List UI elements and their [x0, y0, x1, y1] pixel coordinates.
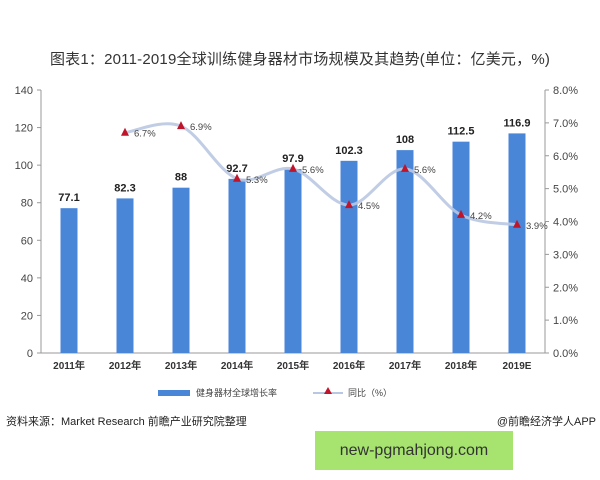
legend-bar-swatch [158, 389, 190, 396]
triangle-marker-icon [457, 209, 465, 218]
chart-title: 图表1：2011-2019全球训练健身器材市场规模及其趋势(单位：亿美元，%) [49, 51, 551, 68]
bar [116, 198, 134, 353]
legend-line-label: 同比（%） [348, 388, 393, 398]
watermark-box: new-pgmahjong.com [315, 431, 513, 470]
bar-value-label: 97.9 [282, 153, 303, 165]
yoy-value-label: 5.6% [414, 165, 436, 176]
left-tick-label: 60 [21, 235, 33, 247]
right-tick-label: 7.0% [553, 118, 578, 130]
right-tick-label: 5.0% [553, 184, 578, 196]
bar-value-label: 112.5 [448, 126, 475, 138]
yoy-value-label: 6.9% [190, 122, 212, 133]
left-tick-label: 40 [21, 273, 33, 285]
bar [508, 133, 526, 353]
triangle-marker-icon [345, 200, 353, 209]
bar [396, 150, 414, 353]
left-tick-label: 140 [15, 85, 33, 97]
left-tick-label: 20 [21, 310, 33, 322]
triangle-marker-icon [513, 219, 521, 228]
source-note: 资料来源：Market Research 前瞻产业研究院整理 [6, 416, 247, 428]
category-label: 2013年 [165, 359, 197, 372]
triangle-marker-icon [401, 163, 409, 172]
bar [228, 178, 246, 353]
left-tick-label: 80 [21, 198, 33, 210]
yoy-line [123, 122, 519, 227]
bar-value-label: 108 [396, 134, 414, 146]
bar-value-label: 88 [175, 172, 187, 184]
bar-value-label: 116.9 [504, 117, 531, 129]
category-label: 2018年 [445, 359, 477, 372]
bar [284, 169, 302, 353]
category-label: 2015年 [277, 359, 309, 372]
category-label: 2012年 [109, 359, 141, 372]
yoy-value-label: 5.6% [302, 165, 324, 176]
bar [340, 160, 358, 353]
right-tick-label: 0.0% [553, 348, 578, 360]
yoy-value-label: 4.5% [358, 201, 380, 212]
legend-item-line: 同比（%） [313, 386, 392, 399]
bar [452, 141, 470, 353]
right-tick-label: 6.0% [553, 151, 578, 163]
triangle-marker-icon [177, 121, 185, 130]
category-label: 2017年 [389, 359, 421, 372]
bar [60, 208, 78, 353]
category-label: 2011年 [53, 359, 85, 372]
right-tick-label: 4.0% [553, 217, 578, 229]
triangle-marker-icon [121, 127, 129, 136]
triangle-marker-icon [233, 173, 241, 182]
triangle-marker-icon [289, 163, 297, 172]
chart-legend: 健身器材全球增长率 同比（%） [0, 386, 600, 402]
right-tick-label: 8.0% [553, 85, 578, 97]
right-tick-label: 1.0% [553, 315, 578, 327]
bar-value-label: 82.3 [114, 182, 135, 194]
bar [172, 187, 190, 353]
credit-note: @前瞻经济学人APP [496, 416, 596, 428]
yoy-value-label: 3.9% [526, 221, 548, 232]
category-label: 2014年 [221, 359, 253, 372]
yoy-value-label: 5.3% [246, 175, 268, 186]
legend-item-bars: 健身器材全球增长率 [158, 386, 277, 399]
category-label: 2016年 [333, 359, 365, 372]
bar-value-label: 77.1 [58, 192, 79, 204]
left-tick-label: 100 [15, 160, 33, 172]
bar-value-label: 102.3 [335, 145, 363, 157]
right-tick-label: 3.0% [553, 249, 578, 261]
bar-value-label: 92.7 [226, 163, 247, 175]
triangle-marker-icon [324, 386, 332, 394]
left-tick-label: 120 [15, 123, 33, 135]
yoy-value-label: 6.7% [134, 129, 156, 140]
yoy-value-label: 4.2% [470, 211, 492, 222]
legend-line-swatch [313, 386, 343, 394]
category-label: 2019E [503, 361, 532, 372]
right-tick-label: 2.0% [553, 282, 578, 294]
left-tick-label: 0 [27, 348, 33, 360]
legend-bar-label: 健身器材全球增长率 [196, 388, 278, 398]
